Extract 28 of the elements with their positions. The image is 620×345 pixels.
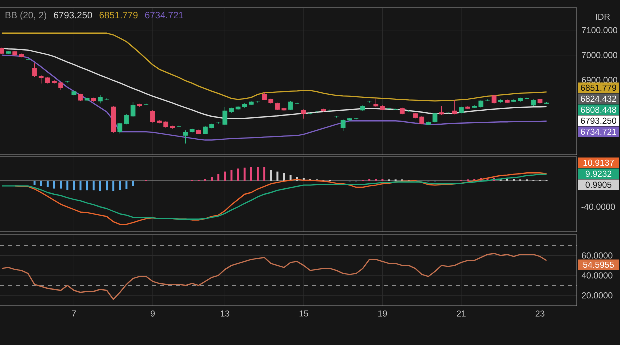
x-tick-label: 7 [72,310,76,317]
text: 0.9905 [586,182,612,188]
text: 54.5955 [583,262,614,268]
y-tick-label: 6900.000 [582,77,618,84]
series-label: 6851.779 [100,12,138,19]
text: 6824.432 [581,96,616,102]
text: -40.0000 [582,204,616,210]
x-tick-label: 13 [221,310,230,317]
y-tick-label: 20.0000 [582,292,613,299]
x-tick-label: 9 [150,310,155,317]
y-tick-label: 60.0000 [582,252,613,259]
text: 6793.250 [54,12,92,19]
legend-title: BB (20, 2) [6,12,46,20]
text: 9.9232 [586,170,612,178]
text: 10.9137 [584,160,614,166]
y-tick-label: 7100.000 [582,27,618,34]
y-axis-title: IDR [596,14,610,20]
x-tick-label: 19 [378,310,388,317]
text: 6808.448 [581,106,616,114]
x-tick-label: 21 [457,310,466,317]
x-tick-label: 15 [300,310,308,317]
text: 6734.721 [145,12,184,19]
text: 6734.721 [581,128,616,136]
y-tick-label: 7000.000 [582,52,618,58]
x-tick-label: 23 [536,310,545,317]
text: 6793.250 [581,118,616,124]
y-tick-label: 40.0000 [582,272,613,279]
text: 6851.779 [581,84,616,92]
